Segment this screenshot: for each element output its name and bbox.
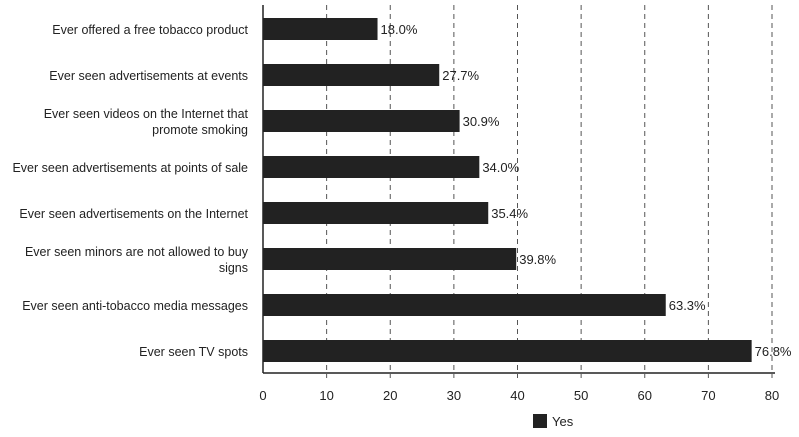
category-label: signs bbox=[219, 261, 248, 275]
category-label: Ever seen videos on the Internet that bbox=[44, 107, 249, 121]
x-tick-label: 0 bbox=[259, 388, 266, 403]
category-label: Ever seen advertisements at events bbox=[49, 69, 248, 83]
x-tick-label: 60 bbox=[638, 388, 652, 403]
data-label: 35.4% bbox=[491, 206, 528, 221]
data-label: 27.7% bbox=[442, 68, 479, 83]
x-tick-label: 70 bbox=[701, 388, 715, 403]
data-label: 34.0% bbox=[482, 160, 519, 175]
category-label: Ever seen minors are not allowed to buy bbox=[25, 245, 249, 259]
bar bbox=[263, 294, 666, 316]
data-label: 63.3% bbox=[669, 298, 706, 313]
legend: Yes bbox=[533, 414, 574, 429]
x-tick-label: 50 bbox=[574, 388, 588, 403]
x-tick-label: 20 bbox=[383, 388, 397, 403]
category-label: Ever seen advertisements at points of sa… bbox=[12, 161, 248, 175]
category-label: Ever seen advertisements on the Internet bbox=[19, 207, 248, 221]
data-label: 30.9% bbox=[463, 114, 500, 129]
tick-labels: 0 10 20 30 40 50 60 70 80 bbox=[259, 388, 779, 403]
gridlines bbox=[326, 5, 773, 378]
category-label: promote smoking bbox=[152, 123, 248, 137]
legend-swatch bbox=[533, 414, 547, 428]
axes bbox=[262, 5, 775, 374]
category-label: Ever seen TV spots bbox=[139, 345, 248, 359]
bar bbox=[263, 202, 489, 224]
bar bbox=[263, 110, 460, 132]
bar bbox=[263, 248, 517, 270]
data-label: 39.8% bbox=[519, 252, 556, 267]
category-label: Ever offered a free tobacco product bbox=[52, 23, 248, 37]
bars: 18.0% 27.7% 30.9% 34.0% 35.4% 39.8% 63.3% 76.8% bbox=[263, 18, 792, 362]
bar bbox=[263, 18, 378, 40]
x-tick-label: 10 bbox=[319, 388, 333, 403]
data-label: 76.8% bbox=[755, 344, 792, 359]
legend-label: Yes bbox=[552, 414, 574, 429]
x-tick-label: 40 bbox=[510, 388, 524, 403]
bar bbox=[263, 340, 752, 362]
data-label: 18.0% bbox=[381, 22, 418, 37]
category-label: Ever seen anti-tobacco media messages bbox=[22, 299, 248, 313]
bar bbox=[263, 156, 480, 178]
bar bbox=[263, 64, 440, 86]
category-labels: Ever offered a free tobacco product Ever … bbox=[12, 23, 248, 359]
x-tick-label: 30 bbox=[447, 388, 461, 403]
x-tick-label: 80 bbox=[765, 388, 779, 403]
